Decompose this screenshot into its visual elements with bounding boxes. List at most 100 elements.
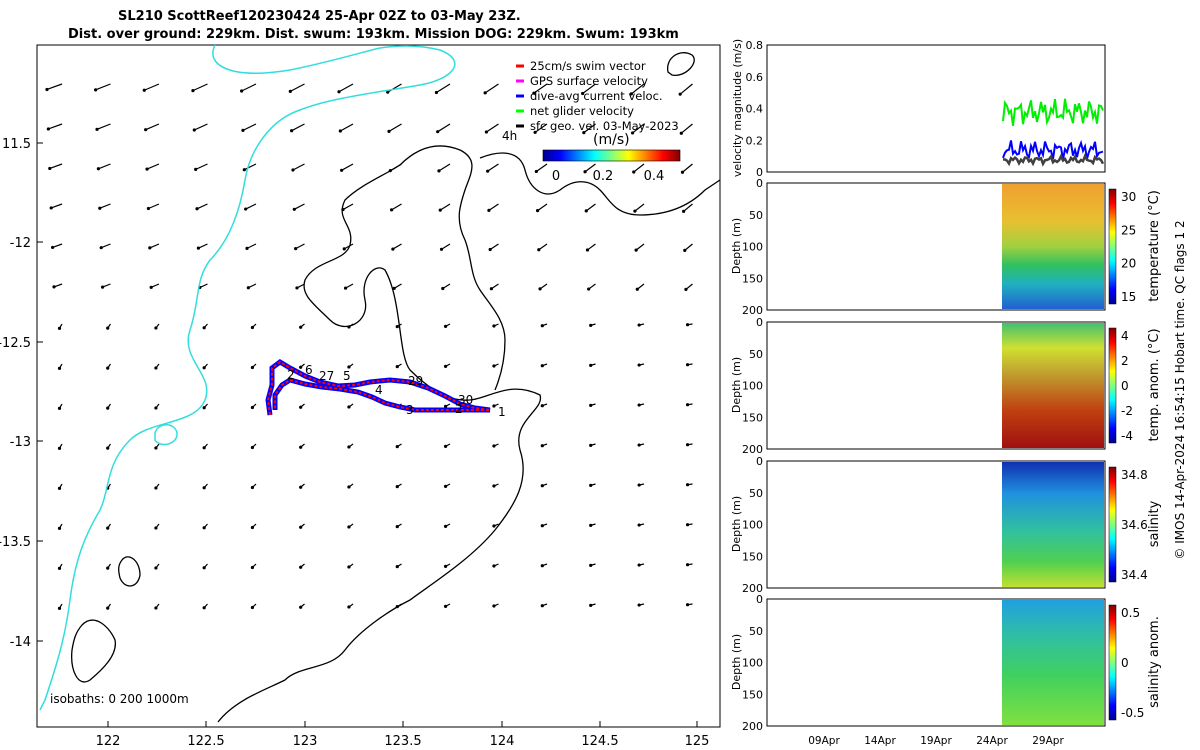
depth-tick-label: 200 — [742, 304, 763, 317]
chart-title-line2: Dist. over ground: 229km. Dist. swum: 19… — [68, 27, 679, 42]
vector-arrow — [534, 123, 548, 133]
vector-arrow-head — [634, 248, 638, 252]
vector-arrow-head — [633, 209, 637, 213]
side-note: © IMOS 14-Apr-2024 16:54:15 Hobart time.… — [1173, 220, 1187, 559]
vector-arrow-head — [250, 525, 255, 530]
vector-arrow-head — [685, 523, 690, 527]
vector-arrow — [635, 243, 645, 251]
panel-colorbar — [1108, 604, 1117, 721]
vector-arrow — [48, 123, 63, 130]
vector-arrow-head — [154, 406, 158, 410]
vector-arrow-head — [94, 88, 98, 92]
map-y-tick-label: -14 — [10, 635, 31, 650]
vector-arrow-head — [148, 246, 152, 250]
vector-arrow-head — [347, 525, 351, 529]
vector-arrow-head — [395, 365, 399, 369]
track-label: 6 — [305, 363, 313, 377]
depth-tick-label: 150 — [742, 688, 763, 701]
vector-arrow-head — [347, 605, 351, 609]
colorbar-tick-label: -4 — [1121, 429, 1133, 443]
depth-tick-label: 0 — [756, 593, 763, 606]
colorbar-title: (m/s) — [593, 132, 630, 148]
vector-arrow — [49, 163, 63, 170]
depth-axis-label: Depth (m) — [730, 496, 743, 552]
vector-arrow — [343, 243, 354, 250]
vector-arrow — [538, 243, 548, 251]
vector-arrow-head — [535, 208, 540, 213]
depth-tick-label: 150 — [742, 272, 763, 285]
colorbar-label: salinity anom. — [1147, 616, 1162, 708]
colorbar-tick-label: 4 — [1121, 329, 1129, 343]
vector-arrow-head — [492, 484, 496, 488]
vector-arrow-head — [589, 323, 593, 327]
vector-arrow — [241, 83, 257, 92]
vector-arrow — [486, 123, 499, 133]
legend-label: 25cm/s swim vector — [530, 59, 646, 73]
vector-arrow-head — [106, 566, 110, 570]
vector-arrow-head — [685, 323, 690, 327]
vector-arrow-head — [637, 563, 641, 567]
vector-arrow-head — [395, 325, 399, 329]
map-y-tick-label: 11.5 — [2, 137, 31, 152]
vector-arrow-head — [589, 403, 593, 407]
vector-arrow-head — [443, 364, 448, 368]
vector-arrow-head — [486, 169, 490, 173]
vector-arrow-head — [106, 606, 110, 610]
vector-arrow — [192, 83, 208, 92]
vector-arrow — [587, 243, 596, 251]
vector-arrow-head — [202, 326, 206, 330]
vector-arrow-head — [244, 207, 248, 211]
depth-tick-label: 200 — [742, 582, 763, 595]
vector-arrow — [96, 123, 111, 130]
vector-arrow-head — [96, 167, 101, 171]
vector-arrow-head — [538, 287, 542, 291]
vector-arrow-head — [144, 128, 148, 132]
depth-axis-label: Depth (m) — [730, 218, 743, 274]
vector-arrow-head — [196, 246, 201, 250]
map-x-tick-label: 123.5 — [384, 734, 421, 749]
vector-arrow-head — [582, 131, 586, 135]
track-label: 2 — [287, 368, 295, 382]
velocity-y-tick-label: 0 — [756, 166, 763, 179]
depth-axis-label: Depth (m) — [730, 634, 743, 690]
vector-arrow-head — [395, 485, 399, 489]
vector-arrow-head — [589, 523, 593, 527]
vector-arrow-head — [240, 89, 244, 93]
colorbar-tick: 0 — [552, 169, 560, 184]
vector-arrow-head — [154, 486, 158, 490]
vector-arrow-head — [145, 167, 149, 171]
map-x-tick-labels: 122 122.5 123 123.5 124 124.5 125 — [96, 721, 709, 749]
vector-arrow-head — [540, 324, 544, 328]
vector-arrow-head — [682, 209, 686, 213]
vector-arrow — [290, 83, 305, 92]
temperature-panel: 0 50 100 150 200 Depth (m) 30 25 20 15 temperature… — [730, 177, 1162, 317]
vector-arrow-head — [57, 406, 62, 410]
legend-label: sfc geo. vel. 03-May-2023 — [530, 119, 679, 133]
vector-arrow-head — [242, 168, 246, 172]
velocity-panel — [766, 44, 1106, 173]
vector-arrow — [682, 163, 693, 173]
vector-arrow-head — [584, 209, 588, 213]
vector-arrow-head — [443, 524, 448, 528]
vector-arrow-head — [250, 325, 255, 330]
vector-arrow — [195, 163, 208, 170]
vector-arrow — [536, 163, 548, 172]
vector-arrow-head — [299, 325, 303, 329]
speed-colorbar-ticks: 0 0.2 0.4 — [552, 169, 664, 184]
vector-arrow — [244, 163, 257, 171]
vector-arrow-head — [437, 169, 441, 173]
velocity-y-label: velocity magnitude (m/s) — [731, 39, 744, 177]
chart-title-line1: SL210 ScottReef120230424 25-Apr 02Z to 0… — [118, 9, 521, 24]
vector-arrow-head — [540, 524, 544, 528]
vector-arrow-head — [583, 170, 587, 174]
vector-arrow-head — [154, 366, 158, 370]
vector-arrow-head — [299, 405, 303, 409]
track-label: 4 — [375, 383, 383, 397]
vector-arrow-head — [45, 87, 49, 92]
vector-arrow-head — [294, 247, 298, 251]
panel-colorbar — [1108, 466, 1117, 583]
vector-arrow-head — [100, 285, 105, 289]
vector-arrow-head — [347, 445, 351, 449]
glider-track — [265, 358, 491, 416]
